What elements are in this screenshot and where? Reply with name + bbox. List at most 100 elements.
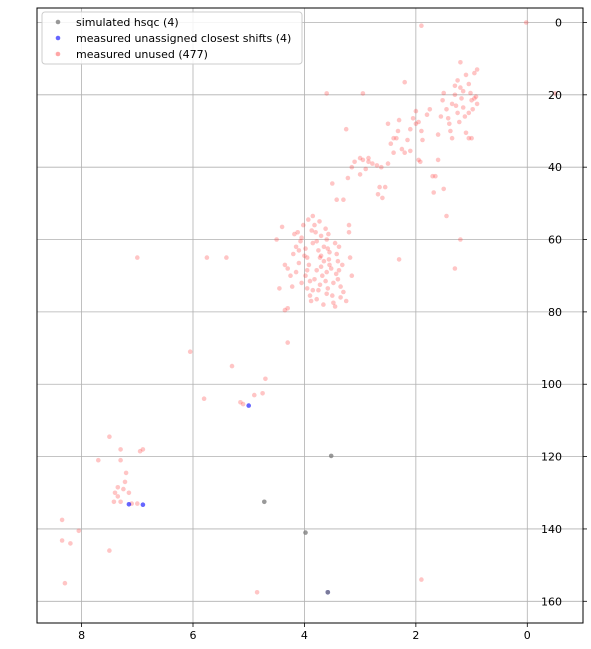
data-point — [396, 257, 402, 262]
data-point — [307, 278, 313, 284]
data-point — [285, 306, 291, 311]
data-point — [370, 161, 375, 166]
data-point — [472, 70, 477, 76]
data-point — [469, 98, 474, 103]
data-point — [317, 282, 323, 288]
data-point — [452, 83, 458, 89]
data-point — [431, 190, 437, 195]
data-point — [246, 403, 251, 408]
y-tick-label: 20 — [548, 89, 562, 102]
data-point — [292, 231, 297, 237]
legend-label: measured unassigned closest shifts (4) — [76, 32, 291, 45]
data-point — [336, 244, 342, 250]
data-point — [325, 246, 331, 251]
data-point — [310, 240, 316, 246]
data-point — [408, 148, 413, 154]
legend-label: measured unused (477) — [76, 48, 208, 61]
data-point — [254, 590, 260, 595]
data-point — [419, 23, 424, 29]
data-point — [326, 231, 331, 237]
data-point — [321, 244, 327, 250]
data-point — [316, 287, 321, 293]
data-point — [334, 197, 340, 202]
data-point — [285, 266, 291, 271]
data-point — [402, 79, 408, 85]
data-point — [325, 286, 331, 291]
data-point — [299, 280, 304, 286]
data-point — [252, 392, 257, 398]
data-point — [360, 91, 366, 96]
x-tick-label: 6 — [190, 629, 197, 642]
y-tick-label: 120 — [541, 451, 562, 464]
legend-label: simulated hsqc (4) — [76, 16, 179, 29]
x-tick-label: 4 — [301, 629, 308, 642]
data-point — [346, 222, 352, 228]
legend-box — [41, 11, 303, 65]
data-point — [314, 296, 320, 302]
data-point — [402, 150, 408, 155]
data-point — [399, 146, 405, 152]
data-point — [263, 376, 268, 382]
data-point — [462, 114, 468, 119]
data-point — [343, 126, 349, 132]
data-point — [320, 273, 325, 279]
data-point — [121, 486, 126, 492]
data-point — [318, 253, 324, 259]
data-point — [304, 286, 310, 291]
data-point — [419, 577, 424, 582]
data-point — [444, 213, 449, 219]
data-point — [330, 293, 335, 298]
data-point — [107, 548, 112, 553]
data-point — [382, 184, 388, 190]
data-point — [310, 213, 316, 219]
data-point — [260, 391, 265, 396]
x-tick-label: 2 — [412, 629, 419, 642]
data-point — [457, 119, 462, 125]
data-point — [277, 286, 282, 291]
data-point — [240, 401, 246, 407]
data-point — [140, 447, 146, 452]
data-point — [466, 110, 472, 116]
data-point — [229, 363, 235, 369]
data-point — [408, 126, 413, 132]
y-tick-label: 100 — [541, 378, 562, 391]
data-point — [345, 175, 351, 181]
data-point — [304, 255, 310, 260]
data-point — [523, 20, 529, 25]
data-point — [330, 181, 335, 186]
x-tick-label: 0 — [524, 629, 531, 642]
data-point — [352, 159, 357, 165]
data-point — [338, 295, 343, 300]
data-point — [126, 490, 132, 496]
data-point — [447, 121, 452, 127]
data-point — [410, 116, 416, 121]
data-point — [331, 280, 336, 286]
data-point — [458, 60, 463, 65]
y-tick-label: 140 — [541, 523, 562, 536]
data-point — [416, 119, 421, 125]
data-point — [118, 447, 123, 452]
data-point — [324, 91, 330, 96]
data-point — [312, 277, 317, 282]
data-point — [301, 222, 306, 228]
data-point — [435, 157, 441, 163]
data-point — [453, 103, 459, 108]
data-point — [327, 262, 332, 268]
data-point — [262, 499, 267, 505]
data-point — [430, 173, 435, 179]
data-point — [325, 590, 331, 595]
data-point — [76, 528, 82, 534]
data-point — [396, 117, 402, 123]
data-point — [357, 155, 363, 161]
data-point — [360, 157, 366, 163]
data-point — [328, 453, 334, 459]
data-point — [469, 135, 474, 141]
data-point — [238, 400, 243, 405]
legend: simulated hsqc (4) measured unassigned cl… — [41, 11, 303, 65]
data-point — [304, 268, 310, 273]
data-point — [385, 161, 391, 166]
y-tick-label: 0 — [555, 16, 562, 29]
data-point — [317, 255, 323, 260]
data-point — [295, 230, 301, 235]
data-point — [274, 237, 279, 242]
